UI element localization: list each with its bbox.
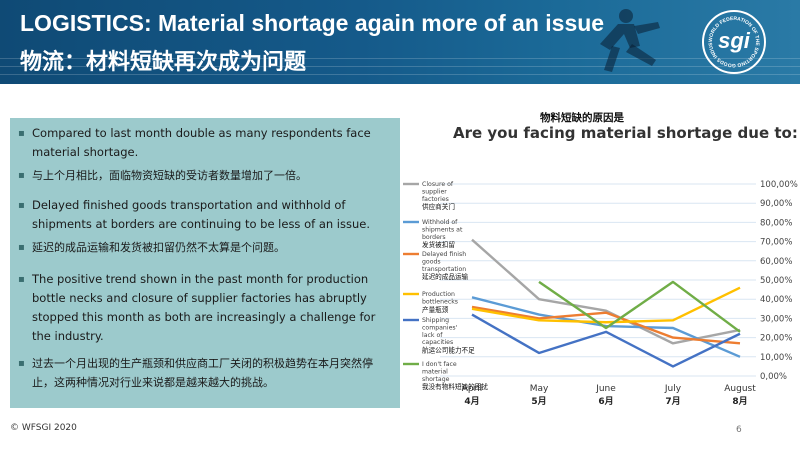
bullet-dot-icon: ▪ [18,242,25,253]
y-tick-label: 80,00% [760,218,792,228]
bullet-text: Compared to last month double as many re… [32,126,371,159]
page-title: LOGISTICS: Material shortage again more … [20,10,605,36]
track-line [0,58,800,59]
bullet-text: 延迟的成品运输和发货被扣留仍然不太算是个问题。 [32,241,285,254]
bullet-dot-icon: ▪ [18,358,25,369]
bullet-dot-icon: ▪ [18,200,25,211]
legend-label-cn: 发货被扣留 [422,240,455,249]
runner-silhouette-icon [600,9,660,72]
x-tick-label-cn: 4月 [464,396,479,407]
x-tick-label: April [462,384,483,394]
x-tick-label: July [664,384,682,394]
wfsgi-logo: WORLD FEDERATION OF THE SPORTING GOODS I… [702,10,766,74]
header-banner: LOGISTICS: Material shortage again more … [0,0,800,84]
y-tick-label: 90,00% [760,199,792,209]
bullet-panel: ▪ Compared to last month double as many … [10,118,400,408]
line-chart: 0,00% 10,00% 20,00% 30,00% 40,00% 50,00% 60,00… [403,180,798,407]
x-tick-label: June [595,384,616,394]
x-tick-label-cn: 7月 [665,396,680,407]
series-line [471,286,741,324]
bullet-text: 过去一个月出现的生产瓶颈和供应商工厂关闭的积极趋势在本月突然停止，这两种情况对行… [32,357,373,389]
x-tick-label-cn: 6月 [598,396,613,407]
x-tick-label: May [530,384,549,394]
legend-label: I don't face material shortage [422,361,457,383]
x-tick-label-cn: 8月 [732,396,747,407]
y-tick-label: 40,00% [760,295,792,305]
chart-title: Are you facing material shortage due to: [453,124,798,142]
bullet-item: ▪ 过去一个月出现的生产瓶颈和供应商工厂关闭的积极趋势在本月突然停止，这两种情况… [18,354,390,392]
track-line [0,66,800,67]
series-line [471,296,741,358]
bullet-text: The positive trend shown in the past mon… [32,272,376,343]
legend-label-cn: 延迟的成品运输 [422,272,469,281]
page-number: 6 [736,425,742,435]
series-line [471,305,741,345]
y-tick-label: 50,00% [760,276,792,286]
series-line [538,280,741,333]
bullet-dot-icon: ▪ [18,274,25,285]
legend-label: Delayed finish goods transportation [422,251,466,273]
bullet-dot-icon: ▪ [18,170,25,181]
x-tick-label-cn: 5月 [531,396,546,407]
legend-label: Withhold of shipments at borders [422,219,463,241]
track-line [0,74,800,75]
bullet-item: ▪ 与上个月相比，面临物资短缺的受访者数量增加了一倍。 [18,166,390,185]
y-tick-label: 60,00% [760,257,792,267]
bullet-text: Delayed finished goods transportation an… [32,198,371,231]
chart-title-cn: 物料短缺的原因是 [540,112,624,124]
legend-label-cn: 供应商关门 [422,202,455,211]
y-tick-label: 10,00% [760,353,792,363]
y-tick-label: 100,00% [760,180,798,190]
y-tick-label: 0,00% [760,372,787,382]
logo-text: sgi [718,28,750,53]
legend-label-cn: 产量瓶颈 [422,305,449,314]
bullet-text: 与上个月相比，面临物资短缺的受访者数量增加了一倍。 [32,169,307,182]
legend-label-cn: 航运公司能力不足 [422,346,475,355]
bullet-item: ▪ 延迟的成品运输和发货被扣留仍然不太算是个问题。 [18,238,390,257]
logo-ring-icon: WORLD FEDERATION OF THE SPORTING GOODS I… [704,12,760,68]
legend-label-cn: 我没有物料短缺的困扰 [422,382,488,391]
y-tick-label: 30,00% [760,314,792,324]
series-line [471,313,741,368]
x-tick-label: August [724,384,756,394]
bullet-dot-icon: ▪ [18,128,25,139]
bullet-item: ▪ Compared to last month double as many … [18,124,390,162]
page-subtitle: 物流：材料短缺再次成为问题 [20,50,307,75]
legend-label: Production bottlenecks [422,291,458,305]
legend-label: Shipping companies' lack of capacities [422,317,458,346]
bullet-item: ▪ Delayed finished goods transportation … [18,196,390,234]
y-tick-label: 70,00% [760,238,792,248]
footer-copyright: © WFSGI 2020 [10,423,77,433]
bullet-item: ▪ The positive trend shown in the past m… [18,270,390,346]
y-tick-label: 20,00% [760,334,792,344]
legend-label: Closure of supplier factories [422,181,454,203]
